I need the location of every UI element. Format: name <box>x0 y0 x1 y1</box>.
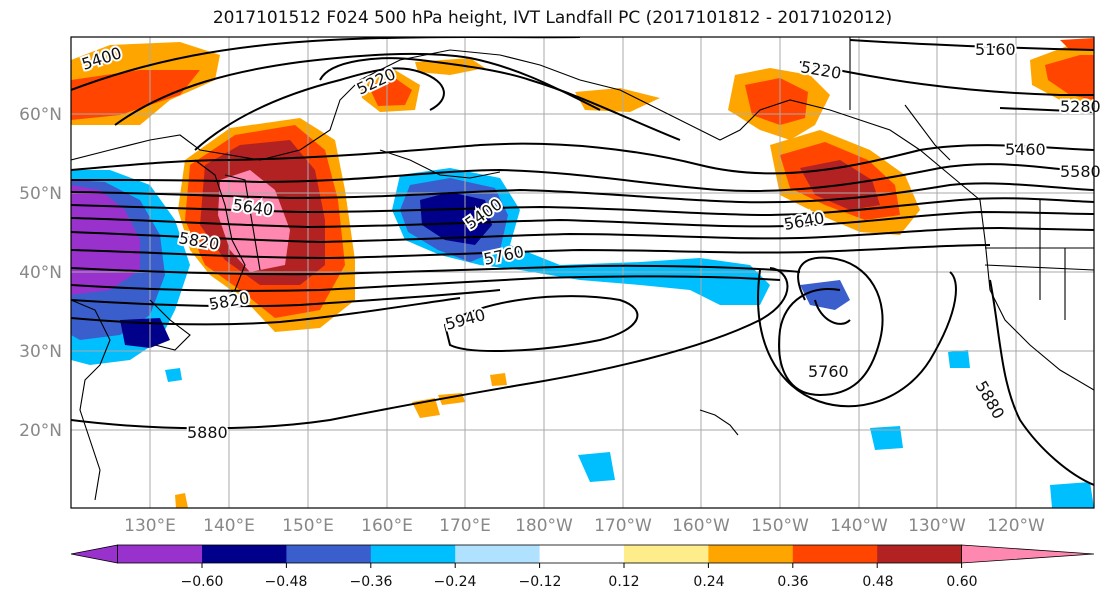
lon-label: 170°W <box>594 516 652 536</box>
colorbar-extend-min <box>70 544 118 564</box>
lon-label: 150°W <box>751 516 809 536</box>
lat-label: 30°N <box>19 342 62 362</box>
colorbar-bin <box>455 545 541 563</box>
graticule <box>71 37 1094 508</box>
lon-label: 140°W <box>830 516 888 536</box>
colorbar-tick-label: 0.24 <box>693 574 724 590</box>
lon-label: 130°E <box>124 516 176 536</box>
contour-label: 5580 <box>1060 162 1101 181</box>
lon-label: 160°E <box>361 516 413 536</box>
colorbar <box>70 544 1095 568</box>
lat-label: 50°N <box>19 184 62 204</box>
contour-label: 5760 <box>808 362 849 381</box>
colorbar-ticks: −0.60 −0.48 −0.36 −0.24 −0.12 0.12 0.24 … <box>181 574 978 590</box>
lon-label: 140°E <box>203 516 255 536</box>
lat-label: 20°N <box>19 421 62 441</box>
colorbar-tick-label: 0.36 <box>777 574 808 590</box>
colorbar-bin <box>286 545 372 563</box>
colorbar-bin <box>792 545 878 563</box>
lon-label: 150°E <box>282 516 334 536</box>
colorbar-tick-label: −0.48 <box>265 574 308 590</box>
colorbar-bin <box>370 545 456 563</box>
coastlines <box>71 37 1094 501</box>
lon-label: 170°E <box>439 516 491 536</box>
colorbar-bin <box>539 545 625 563</box>
colorbar-tick-label: 0.48 <box>862 574 893 590</box>
map-frame <box>70 36 1095 509</box>
lon-label: 120°W <box>987 516 1045 536</box>
latitude-labels: 60°N 50°N 40°N 30°N 20°N <box>19 105 62 441</box>
contour-label: 5880 <box>187 423 228 442</box>
colorbar-bin <box>708 545 794 563</box>
lat-label: 40°N <box>19 263 62 283</box>
lat-label: 60°N <box>19 105 62 125</box>
colorbar-tick-label: 0.12 <box>608 574 639 590</box>
longitude-labels: 130°E 140°E 150°E 160°E 170°E 180°W 170°… <box>124 516 1045 536</box>
lon-label: 160°W <box>672 516 730 536</box>
colorbar-tick-label: 0.60 <box>946 574 977 590</box>
colorbar-extend-max <box>961 544 1095 564</box>
colorbar-tick-label: −0.36 <box>350 574 393 590</box>
colorbar-tick-label: −0.24 <box>434 574 477 590</box>
colorbar-tick-label: −0.12 <box>519 574 562 590</box>
lon-label: 180°W <box>515 516 573 536</box>
map-title: 2017101512 F024 500 hPa height, IVT Land… <box>212 8 893 28</box>
contour-label: 5460 <box>1005 140 1046 159</box>
colorbar-bin <box>877 545 963 563</box>
colorbar-tick-label: −0.60 <box>181 574 224 590</box>
contour-label: 5280 <box>1060 97 1101 116</box>
colorbar-bin <box>624 545 709 563</box>
height-contours <box>71 37 1094 486</box>
contour-label: 5160 <box>975 40 1016 59</box>
lon-label: 130°W <box>908 516 966 536</box>
colorbar-bin <box>117 545 203 563</box>
colorbar-bin <box>202 545 287 563</box>
